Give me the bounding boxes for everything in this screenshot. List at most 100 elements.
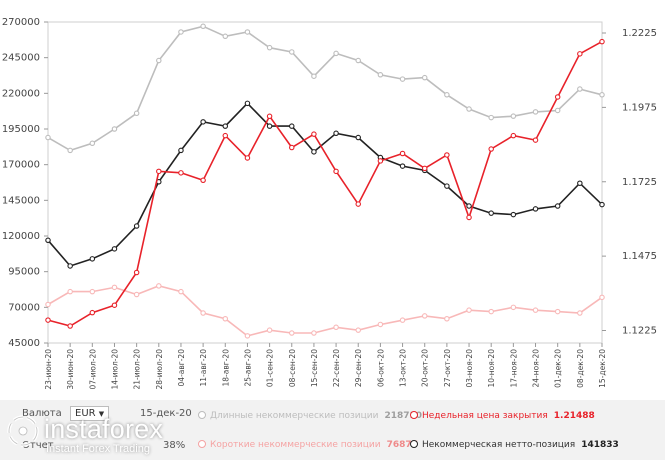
series-point <box>133 223 140 229</box>
series-point <box>355 327 361 333</box>
logo-tagline: Instant Forex Trading <box>46 443 150 455</box>
y-left-tick-label: 70000 <box>8 302 40 313</box>
series-point <box>355 57 361 64</box>
legend-label: Некоммерческая нетто-позиция <box>422 440 576 450</box>
legend-marker-icon <box>198 440 206 448</box>
x-tick-label: 25-авг-20 <box>243 349 252 387</box>
y-left-tick-label: 95000 <box>8 267 40 278</box>
series-point <box>466 307 472 313</box>
series-point <box>266 123 273 129</box>
series-point <box>222 33 229 40</box>
series-point <box>266 113 273 120</box>
chart-svg: 270000 245000 220000 195000 170000 145000 1200… <box>2 17 657 390</box>
legend-item-long-positions: Длинные некоммерческие позиции 218710 <box>198 411 422 421</box>
y-right-tick-label: 1.1975 <box>622 102 657 113</box>
series-point <box>532 109 539 115</box>
series-point <box>311 131 317 137</box>
legend-marker-icon <box>198 411 206 419</box>
y-left-tick-label: 45000 <box>8 338 40 349</box>
series-point <box>222 132 229 139</box>
x-tick-label: 17-ноя-20 <box>509 349 518 388</box>
period-label: Отчет <box>22 440 54 451</box>
series-point <box>510 132 517 139</box>
x-tick-label: 28-июл-20 <box>155 349 164 390</box>
y-left-tick-label: 145000 <box>2 195 40 206</box>
legend-label: Длинные некоммерческие позиции <box>210 411 379 421</box>
legend-marker-icon <box>410 411 418 419</box>
legend-label: Короткие некоммерческие позиции <box>210 440 381 450</box>
series-point <box>399 163 406 169</box>
x-tick-label: 22-сен-20 <box>332 349 341 387</box>
x-tick-label: 29-сен-20 <box>354 349 363 387</box>
series-point <box>333 168 339 175</box>
currency-select[interactable]: EUR ▼ <box>70 406 110 421</box>
series-point <box>466 214 472 221</box>
x-tick-label: 01-сен-20 <box>266 349 275 387</box>
series-point <box>178 288 184 295</box>
series-point <box>399 317 406 323</box>
x-tick-label: 15-сен-20 <box>310 349 319 387</box>
legend-value: 218710 <box>384 411 423 421</box>
y-left-tick-label: 270000 <box>2 17 40 28</box>
series-point <box>355 201 361 207</box>
x-tick-label: 04-авг-20 <box>177 349 186 387</box>
percent-value: 38% <box>163 440 186 451</box>
series-point <box>488 210 494 216</box>
series-point <box>133 291 140 298</box>
x-tick-label: 10-ноя-20 <box>487 349 496 388</box>
series-point <box>111 284 118 291</box>
date-value[interactable]: 15-дек-20 <box>140 408 192 419</box>
x-tick-label: 13-окт-20 <box>399 349 408 387</box>
series-point <box>510 304 517 311</box>
x-tick-label: 11-авг-20 <box>199 349 208 387</box>
instaforex-logo-icon <box>7 415 39 447</box>
series-point <box>399 150 406 157</box>
series-point <box>577 180 583 186</box>
x-tick-label: 30-июн-20 <box>66 349 75 390</box>
chevron-down-icon: ▼ <box>98 410 105 418</box>
legend-marker-icon <box>410 440 418 448</box>
series-point <box>510 113 517 119</box>
series-point <box>111 246 118 252</box>
y-right-tick-label: 1.1475 <box>622 251 657 262</box>
series-point <box>377 321 384 328</box>
series-point <box>599 92 605 98</box>
series-point <box>421 313 428 319</box>
legend-value: 1.21488 <box>553 411 595 421</box>
y-right-tick-label: 1.1725 <box>622 177 657 188</box>
legend-value: 76877 <box>386 440 418 450</box>
series-point <box>577 51 583 57</box>
series-point <box>45 317 51 323</box>
series-point <box>222 315 229 322</box>
series-point <box>444 152 450 158</box>
series-point <box>333 50 339 57</box>
series-point <box>466 203 472 209</box>
series-point <box>554 107 561 114</box>
series-point <box>488 114 494 121</box>
series-point <box>311 149 317 155</box>
series-point <box>45 301 51 308</box>
series-point <box>67 323 73 329</box>
x-tick-label: 27-окт-20 <box>443 349 452 387</box>
legend-label: Недельная цена закрытия <box>422 411 548 421</box>
series-point <box>244 29 251 35</box>
y-left-tick-label: 170000 <box>2 160 40 171</box>
series-point <box>444 92 450 98</box>
series-point <box>200 119 206 125</box>
series-point <box>45 134 51 141</box>
series-point <box>554 203 561 209</box>
series-point <box>355 134 361 141</box>
x-tick-label: 21-июл-20 <box>133 349 142 390</box>
series-point <box>200 23 206 30</box>
series-point <box>488 146 494 152</box>
series-point <box>133 110 140 117</box>
series-point <box>244 100 251 107</box>
series-point <box>178 29 184 35</box>
series-point <box>532 307 539 313</box>
legend-item-weekly-close: Недельная цена закрытия 1.21488 <box>410 411 595 421</box>
series-point <box>444 183 450 189</box>
y-right-tick-label: 1.1225 <box>622 326 657 337</box>
series-point <box>399 76 406 82</box>
y-left-tick-label: 220000 <box>2 88 40 99</box>
legend-item-net-position: Некоммерческая нетто-позиция 141833 <box>410 440 619 450</box>
